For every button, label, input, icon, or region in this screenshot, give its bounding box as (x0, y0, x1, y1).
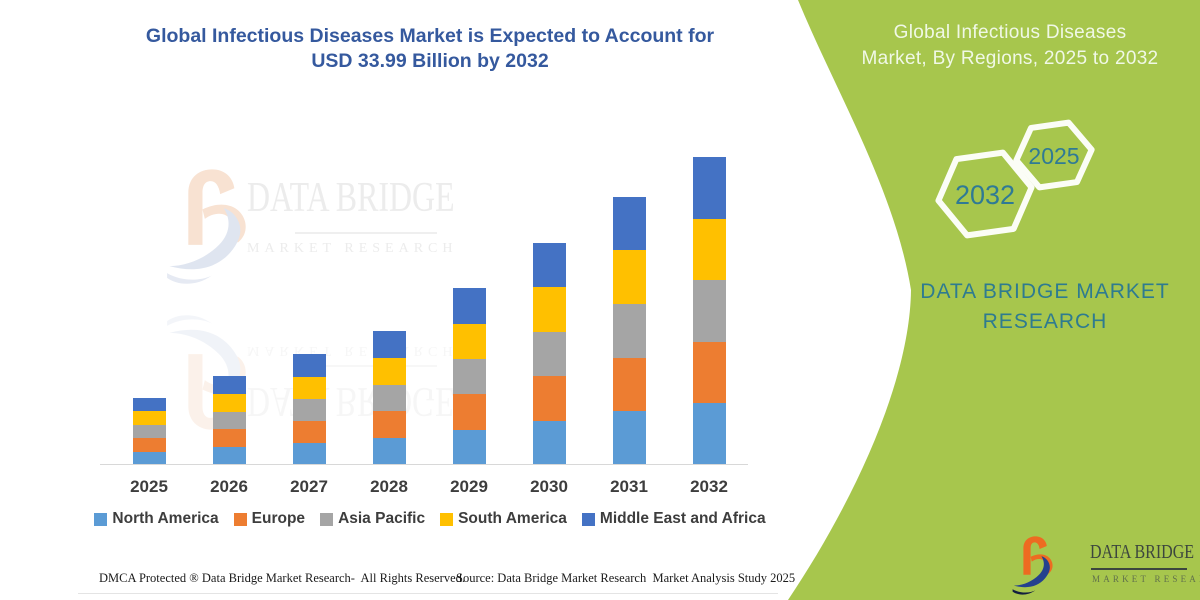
bar-segment-south-america (692, 218, 726, 281)
bar-segment-europe (452, 394, 486, 430)
bar-segment-europe (212, 429, 246, 448)
bar-segment-north-america (532, 420, 566, 465)
bar-segment-south-america (532, 287, 566, 332)
legend-item: South America (440, 510, 567, 528)
bar-segment-south-america (132, 411, 166, 425)
watermark-underline (295, 232, 437, 234)
dbmr-logo-sub-text: MARKET RESEARCH (1092, 574, 1200, 584)
bar-segment-middle-east-and-africa (532, 243, 566, 288)
bar-segment-middle-east-and-africa (292, 354, 326, 377)
bar-segment-north-america (212, 447, 246, 465)
watermark-original: DATA BRIDGE MARKET RESEARCH (160, 158, 460, 301)
bar-segment-asia-pacific (292, 398, 326, 421)
legend-item: North America (94, 510, 219, 528)
chart-title-line2: USD 33.99 Billion by 2032 (311, 50, 549, 72)
hexagon-2025-label: 2025 (1028, 143, 1080, 169)
x-axis-label: 2031 (610, 477, 648, 496)
dbmr-logo-brand-text: DATA BRIDGE (1090, 541, 1195, 563)
watermark-brand-text: DATA BRIDGE (247, 175, 455, 221)
chart-title-line1: Global Infectious Diseases Market is Exp… (145, 25, 715, 47)
bar-segment-north-america (612, 411, 646, 465)
x-axis-label: 2028 (370, 477, 408, 496)
bar-segment-south-america (452, 323, 486, 359)
side-panel-title-line1: Global Infectious Diseases (893, 22, 1127, 43)
bar-segment-europe (532, 376, 566, 421)
legend-label: Europe (251, 510, 306, 527)
bar-segment-asia-pacific (212, 411, 246, 430)
bar-segment-europe (132, 438, 166, 452)
chart-title: Global Infectious Diseases Market is Exp… (85, 24, 775, 74)
bar-segment-europe (612, 357, 646, 412)
side-panel-brand-line2: RESEARCH (982, 310, 1108, 333)
x-axis-label: 2029 (450, 477, 488, 496)
bar-segment-europe (692, 341, 726, 404)
bar-segment-north-america (292, 442, 326, 465)
bottom-divider (78, 593, 778, 594)
bar-segment-middle-east-and-africa (612, 196, 646, 251)
bar-segment-middle-east-and-africa (212, 376, 246, 394)
bar-segment-asia-pacific (692, 280, 726, 342)
green-panel-path (788, 0, 1200, 600)
legend-swatch (94, 512, 108, 526)
bar-segment-north-america (452, 429, 486, 465)
x-axis-label: 2030 (530, 477, 568, 496)
bar-segment-middle-east-and-africa (132, 397, 166, 412)
bar-segment-europe (372, 411, 406, 439)
side-panel-brand-line1: DATA BRIDGE MARKET (920, 280, 1170, 303)
x-axis-label: 2026 (210, 477, 248, 496)
bar-segment-europe (292, 420, 326, 443)
source-note: Source: Data Bridge Market Research Mark… (456, 571, 796, 585)
bar-segment-north-america (132, 451, 166, 465)
legend-swatch (440, 512, 454, 526)
bar-segment-north-america (692, 403, 726, 465)
dmca-notice: DMCA Protected ® Data Bridge Market Rese… (99, 571, 466, 585)
bar-segment-south-america (372, 357, 406, 385)
bar-segment-north-america (372, 438, 406, 465)
legend: North America Europe Asia Pacific South Ame… (85, 510, 775, 528)
side-panel-title-line2: Market, By Regions, 2025 to 2032 (861, 48, 1159, 69)
bar-segment-asia-pacific (532, 331, 566, 377)
legend-swatch (581, 512, 595, 526)
watermark-logo-mark (167, 169, 246, 284)
bar-segment-asia-pacific (132, 424, 166, 439)
x-axis-label: 2032 (690, 477, 728, 496)
bar-segment-south-america (212, 393, 246, 412)
bar-segment-south-america (612, 250, 646, 305)
watermark-sub-text: MARKET RESEARCH (247, 241, 458, 256)
x-axis-label: 2025 (130, 477, 168, 496)
dbmr-logo: DATA BRIDGE MARKET RESEARCH (1007, 532, 1200, 598)
x-axis-label: 2027 (290, 477, 328, 496)
legend-item: Middle East and Africa (581, 510, 766, 528)
dbmr-logo-underline (1091, 568, 1187, 570)
bar-segment-south-america (292, 376, 326, 399)
bar-segment-asia-pacific (452, 358, 486, 395)
dbmr-logo-mark (1012, 536, 1053, 595)
legend-item: Asia Pacific (320, 510, 425, 528)
legend-label: North America (112, 510, 219, 527)
legend-swatch (233, 512, 247, 526)
legend-label: South America (458, 510, 567, 527)
bar-segment-middle-east-and-africa (452, 288, 486, 324)
side-panel-brand: DATA BRIDGE MARKET RESEARCH (880, 277, 1200, 337)
legend-item: Europe (233, 510, 306, 528)
legend-swatch (320, 512, 334, 526)
bar-segment-asia-pacific (612, 304, 646, 358)
legend-label: Middle East and Africa (599, 510, 766, 527)
side-panel-title: Global Infectious Diseases Market, By Re… (840, 20, 1180, 72)
legend-label: Asia Pacific (338, 510, 426, 527)
hexagon-2032-label: 2032 (954, 180, 1016, 210)
x-axis-line (100, 464, 748, 465)
bar-segment-asia-pacific (372, 384, 406, 412)
bar-segment-middle-east-and-africa (372, 330, 406, 358)
bar-segment-middle-east-and-africa (692, 157, 726, 219)
